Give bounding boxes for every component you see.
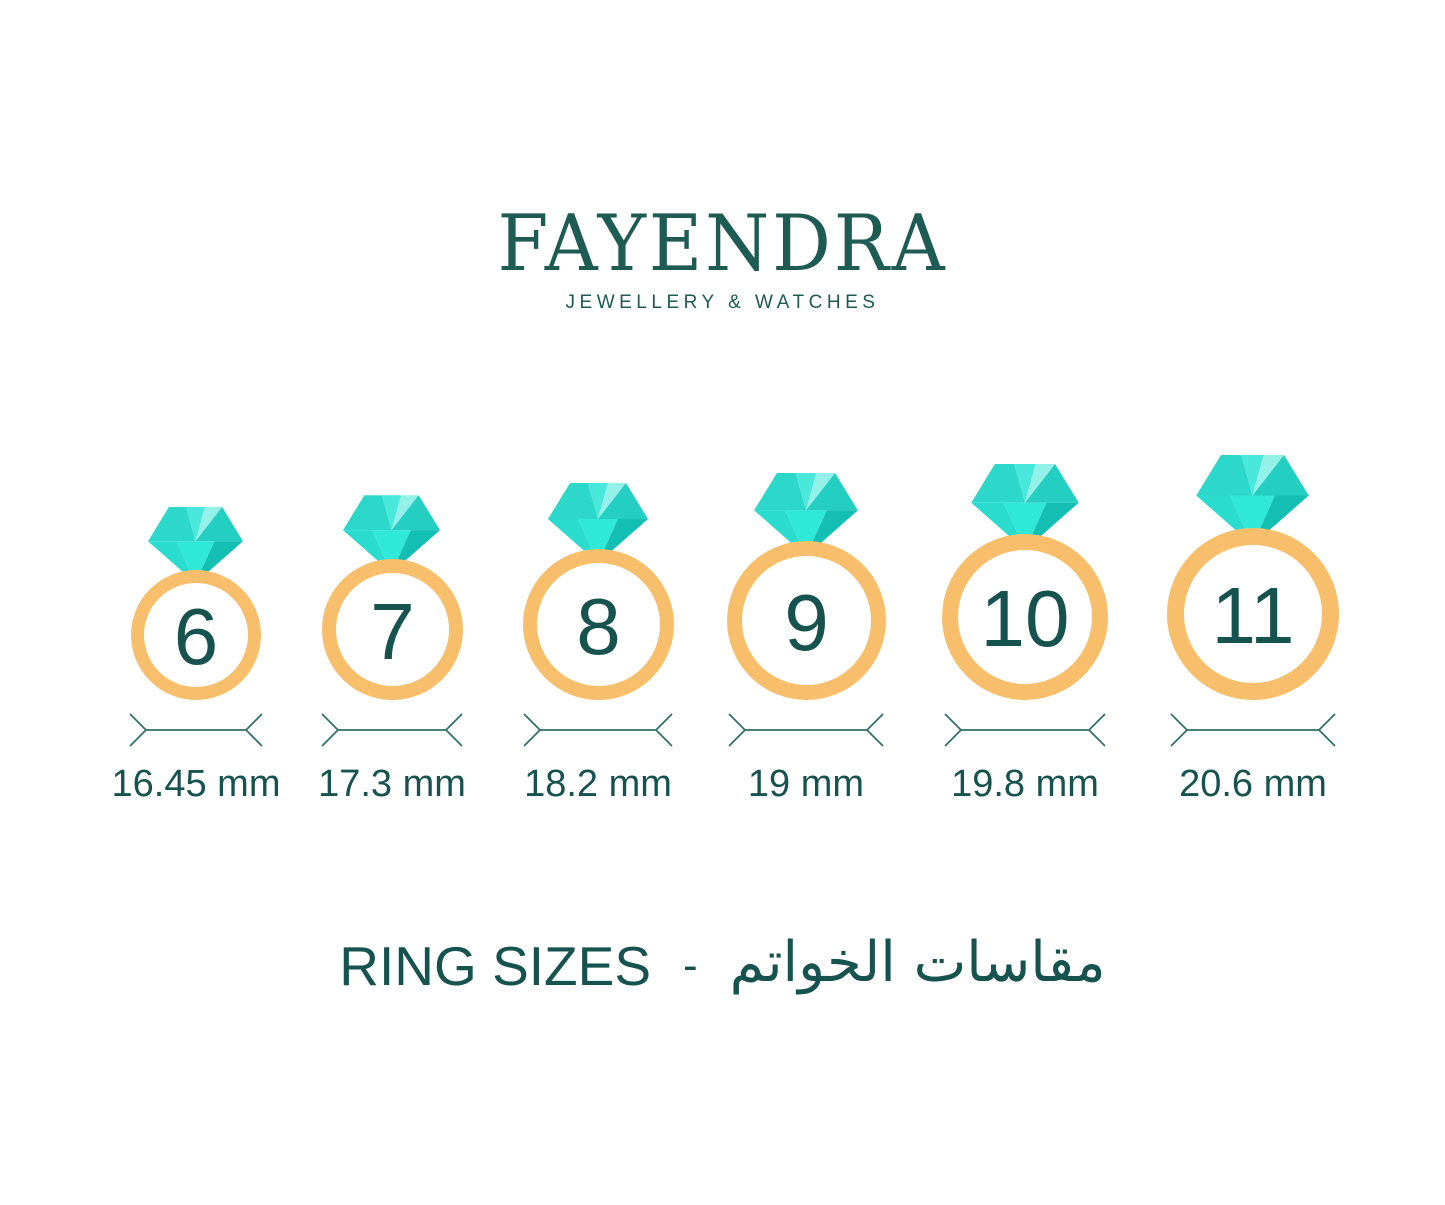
measure-arrow-icon: [728, 713, 884, 747]
title-english: RING SIZES: [339, 934, 652, 997]
ring-number: 8: [576, 581, 621, 671]
ring-size-6: 6: [131, 570, 261, 700]
size-label: 19.8 mm: [951, 763, 1099, 805]
ring-size-8: 8: [523, 549, 674, 700]
brand-name: FAYENDRA: [497, 199, 948, 289]
size-label: 17.3 mm: [318, 763, 466, 805]
brand-tagline: JEWELLERY & WATCHES: [565, 292, 880, 313]
ring-size-10: 10: [942, 534, 1108, 700]
size-label: 16.45 mm: [111, 763, 281, 805]
size-label: 18.2 mm: [524, 763, 672, 805]
ring-number: 7: [370, 586, 415, 676]
ring-size-7: 7: [322, 559, 463, 700]
ring-band: [322, 559, 463, 700]
measure-arrow-icon: [1170, 713, 1336, 747]
ring-band: [131, 570, 261, 700]
ring-size-11: 11: [1167, 528, 1339, 700]
ring-number: 11: [1211, 571, 1295, 660]
page-title: RING SIZES - مقاسات الخواتم: [0, 930, 1445, 1001]
title-separator: -: [683, 940, 698, 990]
brand-logo: FAYENDRA JEWELLERY & WATCHES: [0, 203, 1445, 314]
size-label: 20.6 mm: [1179, 763, 1327, 805]
ring-band: [523, 549, 674, 700]
ring-band: [1167, 528, 1339, 700]
ring-number: 6: [173, 592, 219, 681]
measure-arrow-icon: [944, 713, 1106, 747]
measure-arrow-icon: [523, 713, 673, 747]
ring-number: 10: [980, 574, 1070, 663]
measure-arrow-icon: [321, 713, 463, 747]
ring-number: 9: [784, 577, 829, 667]
measure-arrow-icon: [129, 713, 263, 747]
ring-size-9: 9: [727, 541, 886, 700]
ring-band: [727, 541, 886, 700]
size-label: 19 mm: [747, 763, 865, 805]
title-arabic: مقاسات الخواتم: [729, 930, 1106, 995]
ring-band: [942, 534, 1108, 700]
